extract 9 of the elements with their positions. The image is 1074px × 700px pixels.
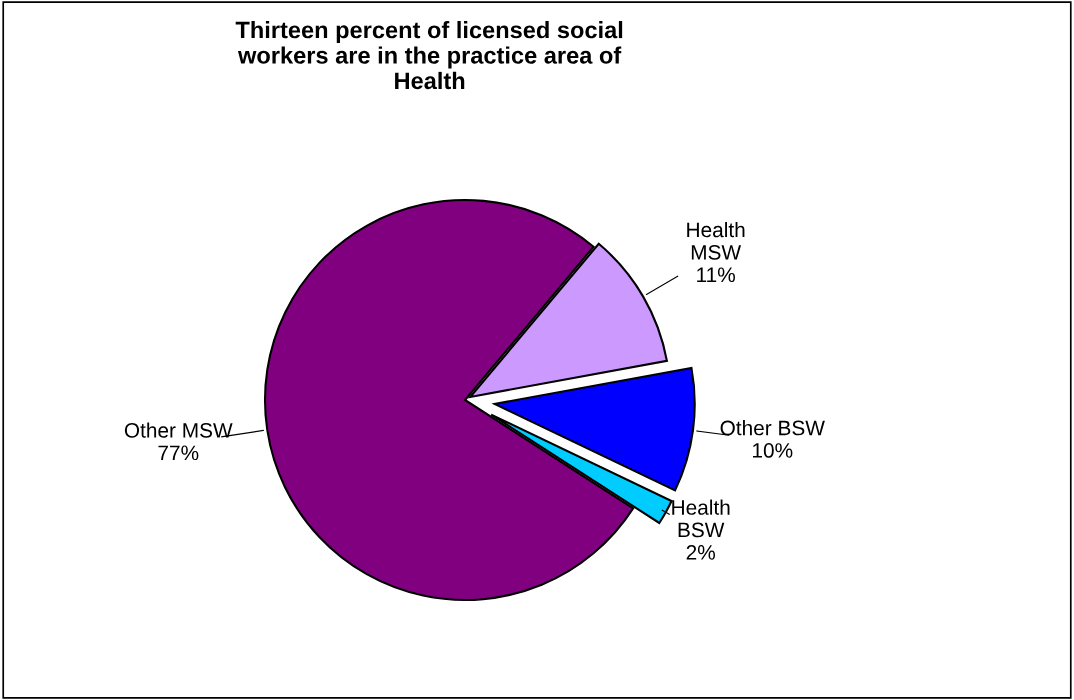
data-label: 77% xyxy=(158,445,199,461)
slice-label: Health MSW xyxy=(687,221,745,260)
data-label: 2% xyxy=(686,545,715,560)
data-label: 10% xyxy=(753,443,793,458)
legend-label: Other BSW xyxy=(720,420,825,436)
chart-title: Thirteen percent of licensed social workers are in the practice area of Health xyxy=(235,21,623,90)
data-label: 11% xyxy=(697,267,735,283)
slice-label: Health BSW xyxy=(672,499,730,538)
slice-label: Other MSW xyxy=(124,422,233,438)
